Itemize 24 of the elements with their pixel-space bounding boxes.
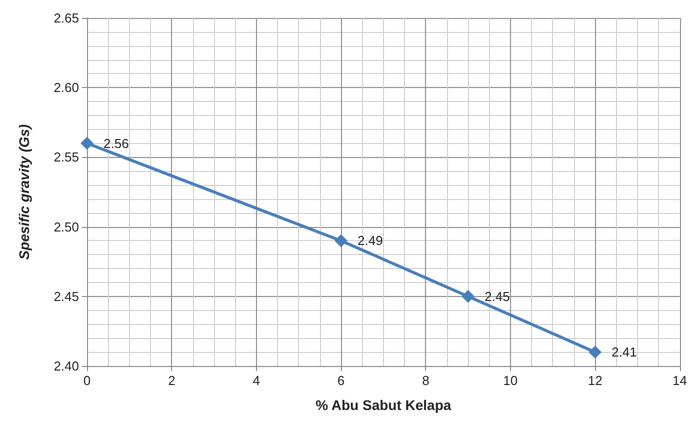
x-tick-label: 0 (83, 373, 91, 388)
y-tick-label: 2.65 (54, 10, 79, 26)
point (588, 346, 602, 359)
point (334, 234, 348, 248)
point (462, 290, 475, 303)
x-tick-label: 2 (168, 373, 176, 388)
y-tick-label: 2.40 (54, 358, 79, 374)
x-tick-label: 6 (337, 373, 345, 388)
y-axis-title: Spesific gravity (Gs) (16, 124, 32, 260)
data-label: 2.49 (358, 233, 383, 248)
data-label: 2.41 (612, 344, 637, 360)
point (80, 136, 94, 150)
y-tick-label: 2.60 (54, 80, 79, 96)
y-tick-label: 2.55 (54, 150, 79, 165)
data-label: 2.45 (484, 288, 510, 304)
x-tick-label: 14 (672, 373, 688, 388)
x-tick-label: 8 (422, 373, 430, 388)
data-label: 2.56 (104, 136, 129, 151)
x-tick-label: 12 (588, 373, 602, 388)
y-tick-label: 2.45 (54, 288, 79, 304)
y-tick-label: 2.50 (54, 219, 79, 234)
x-tick-label: 10 (503, 373, 518, 388)
x-axis-title: % Abu Sabut Kelapa (316, 397, 452, 413)
x-tick-label: 4 (252, 373, 260, 388)
